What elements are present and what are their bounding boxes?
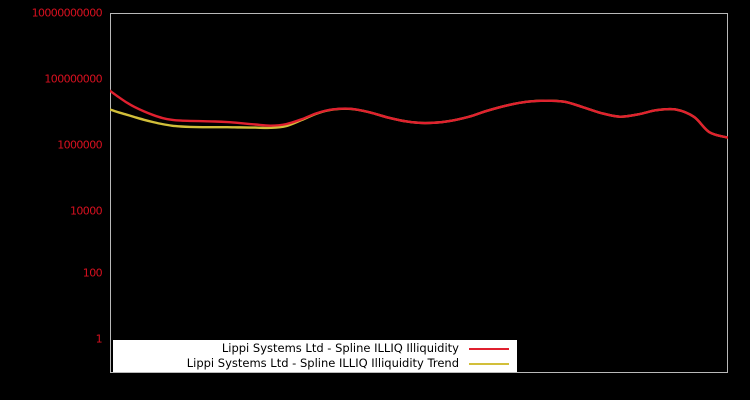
series-line-illiquidity — [110, 89, 728, 139]
y-tick-label: 100 — [82, 266, 103, 280]
y-tick-label: 1000000 — [57, 138, 102, 152]
chart-plot — [110, 89, 728, 139]
y-tick-label: 10000000000 — [31, 6, 103, 20]
y-tick-label: 10000 — [70, 204, 103, 218]
legend-entry: Lippi Systems Ltd - Spline ILLIQ Illiqui… — [113, 356, 511, 371]
y-tick-label: 1 — [95, 332, 103, 346]
legend-entry-label: Lippi Systems Ltd - Spline ILLIQ Illiqui… — [221, 341, 459, 355]
legend-color-swatch-illiquidity — [469, 347, 509, 350]
y-tick-label: 100000000 — [44, 72, 102, 86]
legend-entry-label: Lippi Systems Ltd - Spline ILLIQ Illiqui… — [186, 356, 459, 370]
chart-legend: Lippi Systems Ltd - Spline ILLIQ Illiqui… — [113, 340, 517, 372]
plot-area-frame — [110, 13, 728, 373]
series-layer — [110, 89, 728, 139]
legend-color-swatch-trend — [469, 362, 509, 365]
legend-entry: Lippi Systems Ltd - Spline ILLIQ Illiqui… — [113, 341, 511, 356]
y-axis-tick-labels: 10000000000 100000000 1000000 10000 100 … — [0, 0, 106, 400]
series-line-trend — [110, 99, 728, 139]
